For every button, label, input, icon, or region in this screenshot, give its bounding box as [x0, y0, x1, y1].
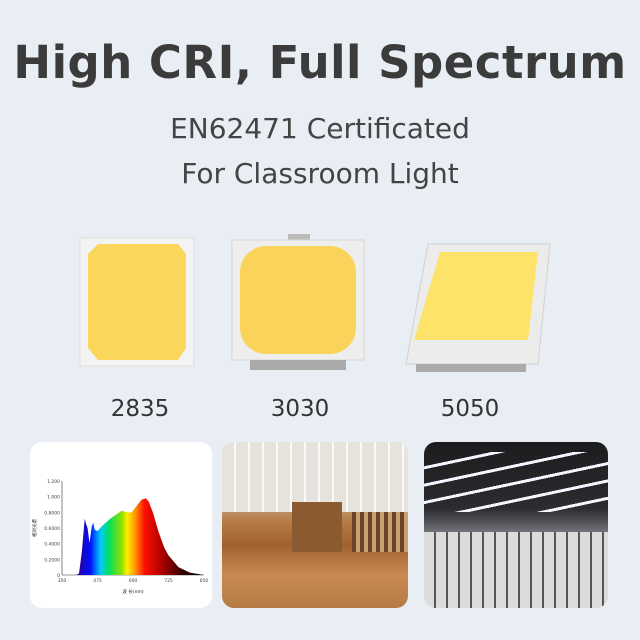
led-chip-2835 [79, 237, 195, 367]
chip-label-5050: 5050 [440, 396, 500, 422]
x-tick-label: 850 [200, 578, 209, 584]
led-chip-3030 [231, 234, 365, 370]
chip-label-3030: 3030 [270, 396, 330, 422]
y-tick-label: 0.8000 [44, 510, 60, 516]
spectrum-chart: 0 0.2000 0.4000 0.6000 0.8000 1.000 1.200 350 47… [31, 479, 209, 595]
x-tick-label: 725 [164, 578, 173, 584]
spectrum-chart-panel: 0 0.2000 0.4000 0.6000 0.8000 1.000 1.200 350 47… [30, 442, 212, 608]
x-axis-label: 波 长(nm) [122, 588, 143, 595]
y-tick-label: 0 [57, 573, 60, 579]
subtitle-usage: For Classroom Light [181, 157, 459, 190]
library-photo [222, 442, 408, 608]
x-tick-label: 600 [129, 578, 138, 584]
x-tick-label: 350 [58, 578, 67, 584]
y-tick-label: 1.200 [47, 479, 60, 485]
classroom-photo [424, 442, 608, 608]
x-tick-label: 475 [93, 578, 102, 584]
y-tick-label: 1.000 [47, 495, 60, 501]
y-tick-label: 0.4000 [44, 542, 60, 548]
spectrum-area [62, 498, 204, 575]
chip-label-2835: 2835 [110, 396, 170, 422]
y-axis-label: 相对光谱 [31, 519, 38, 537]
led-chip-5050 [405, 243, 551, 372]
subtitle-certification: EN62471 Certificated [170, 112, 470, 145]
y-tick-label: 0.2000 [44, 557, 60, 563]
page-title: High CRI, Full Spectrum [13, 36, 627, 89]
y-tick-label: 0.6000 [44, 526, 60, 532]
